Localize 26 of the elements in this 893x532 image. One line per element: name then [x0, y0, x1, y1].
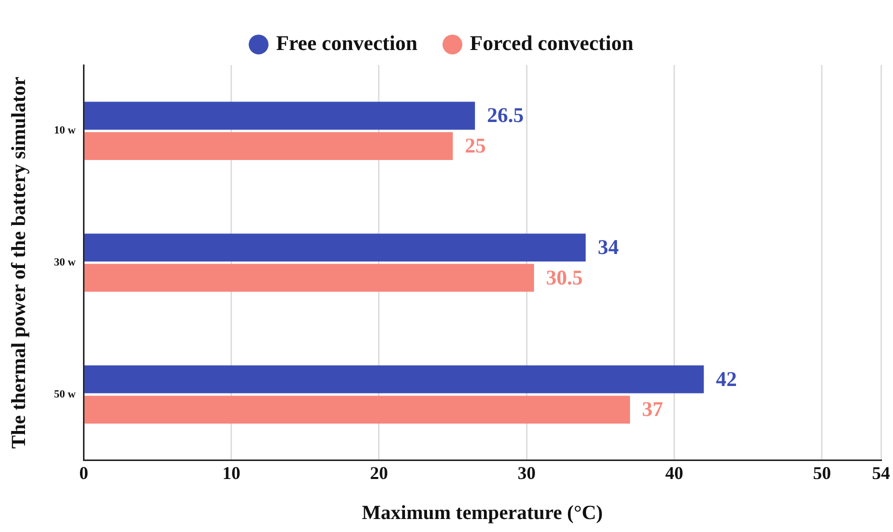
data-label: 42	[716, 366, 737, 391]
x-axis-title: Maximum temperature (°C)	[362, 502, 603, 524]
x-tick-label: 50	[812, 462, 831, 483]
data-label: 37	[642, 397, 663, 422]
x-tick-label: 20	[370, 462, 388, 483]
x-tick-label: 0	[79, 462, 88, 483]
x-tick-label: 54	[872, 462, 890, 483]
x-tick-label: 10	[222, 462, 240, 483]
y-tick-label: 10 w	[54, 124, 76, 137]
bar	[84, 396, 630, 424]
y-axis-title: The thermal power of the battery simulator	[8, 76, 30, 449]
data-label: 30.5	[546, 265, 583, 290]
x-tick-label: 30	[518, 462, 536, 483]
bar	[84, 264, 534, 292]
legend-label: Free convection	[276, 30, 418, 55]
y-tick-label: 30 w	[54, 256, 76, 269]
y-tick-label: 50 w	[54, 388, 76, 400]
x-tick-label: 40	[665, 462, 684, 483]
legend-label: Forced convection	[470, 30, 634, 55]
bar	[84, 102, 475, 130]
data-label: 25	[464, 133, 486, 158]
bar	[84, 365, 704, 394]
data-label: 26.5	[486, 103, 524, 128]
data-label: 34	[598, 234, 620, 259]
bar	[84, 132, 453, 160]
bar	[84, 234, 586, 262]
